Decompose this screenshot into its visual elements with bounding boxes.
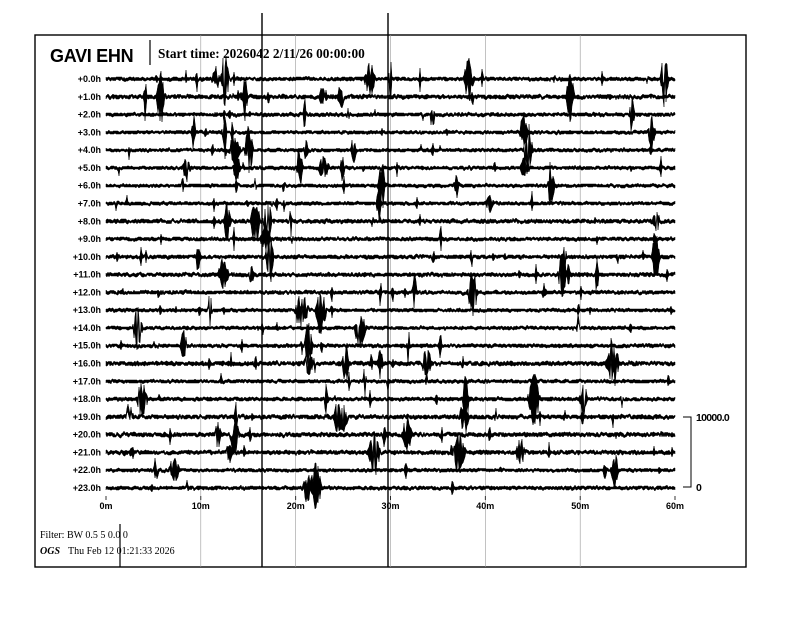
svg-text:+7.0h: +7.0h (78, 199, 101, 209)
svg-text:+13.0h: +13.0h (73, 305, 101, 315)
svg-text:30m: 30m (381, 501, 399, 511)
svg-text:10m: 10m (192, 501, 210, 511)
svg-text:+3.0h: +3.0h (78, 127, 101, 137)
svg-text:+19.0h: +19.0h (73, 412, 101, 422)
svg-text:+11.0h: +11.0h (73, 270, 101, 280)
svg-text:+18.0h: +18.0h (73, 394, 101, 404)
svg-text:+6.0h: +6.0h (78, 181, 101, 191)
svg-text:+2.0h: +2.0h (78, 110, 101, 120)
svg-text:+17.0h: +17.0h (73, 376, 101, 386)
svg-text:Thu Feb 12 01:21:33 2026: Thu Feb 12 01:21:33 2026 (68, 546, 175, 557)
svg-text:+16.0h: +16.0h (73, 359, 101, 369)
svg-text:+22.0h: +22.0h (73, 465, 101, 475)
svg-text:0m: 0m (99, 501, 112, 511)
svg-text:+15.0h: +15.0h (73, 341, 101, 351)
svg-text:+1.0h: +1.0h (78, 92, 101, 102)
svg-text:+14.0h: +14.0h (73, 323, 101, 333)
svg-text:+9.0h: +9.0h (78, 234, 101, 244)
svg-text:40m: 40m (476, 501, 494, 511)
svg-text:20m: 20m (287, 501, 305, 511)
svg-text:+8.0h: +8.0h (78, 216, 101, 226)
svg-text:Start time: 2026042 2/11/26 0: Start time: 2026042 2/11/26 00:00:00 (158, 46, 365, 61)
svg-text:50m: 50m (571, 501, 589, 511)
svg-text:+10.0h: +10.0h (73, 252, 101, 262)
svg-text:0: 0 (696, 482, 702, 494)
svg-text:+12.0h: +12.0h (73, 287, 101, 297)
svg-text:+5.0h: +5.0h (78, 163, 101, 173)
svg-text:60m: 60m (666, 501, 684, 511)
svg-text:+4.0h: +4.0h (78, 145, 101, 155)
svg-text:10000.0: 10000.0 (696, 412, 730, 424)
svg-text:+21.0h: +21.0h (73, 447, 101, 457)
svg-text:+23.0h: +23.0h (73, 483, 101, 493)
svg-text:GAVI EHN: GAVI EHN (50, 46, 133, 66)
svg-text:+0.0h: +0.0h (78, 74, 101, 84)
svg-text:Filter: BW 0.5 5 0.0 0: Filter: BW 0.5 5 0.0 0 (40, 530, 128, 541)
svg-text:OGS: OGS (40, 546, 60, 557)
svg-text:+20.0h: +20.0h (73, 430, 101, 440)
